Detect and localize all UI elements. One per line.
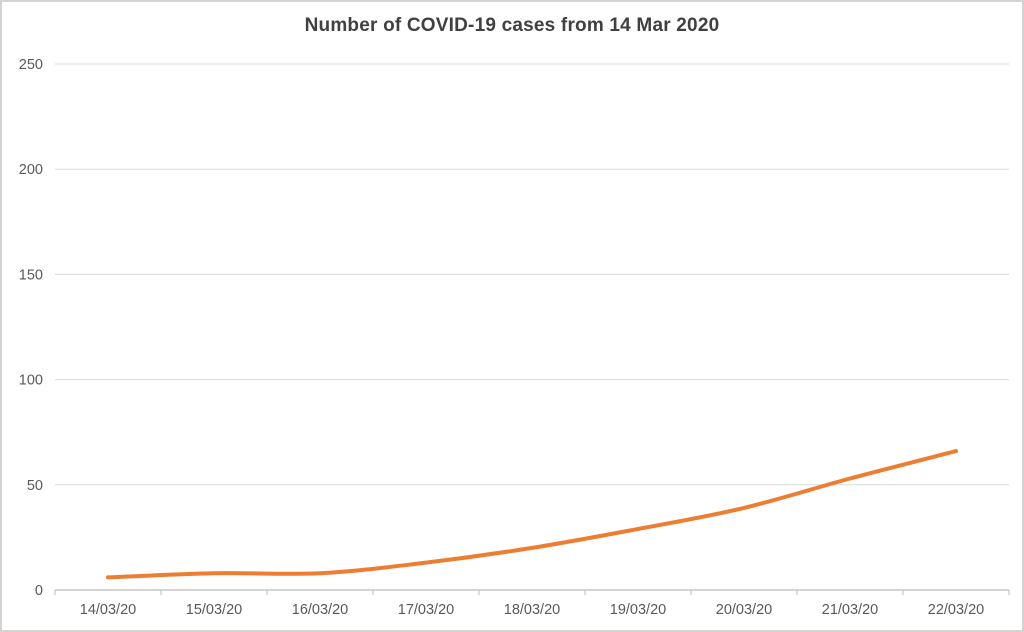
y-axis-labels: 0 50 100 150 200 250 [19,57,43,599]
y-tick-label: 150 [19,267,43,283]
x-tick-label: 16/03/20 [292,602,348,618]
y-tick-label: 250 [19,57,43,73]
y-tick-label: 50 [27,478,43,494]
x-axis-labels: 14/03/20 15/03/20 16/03/20 17/03/20 18/03/20… [80,602,984,618]
x-tick-label: 17/03/20 [398,602,454,618]
data-line-series [106,449,958,580]
x-tick-label: 21/03/20 [822,602,878,618]
y-tick-label: 200 [19,162,43,178]
x-tick-label: 18/03/20 [504,602,560,618]
y-gridlines [55,63,1009,591]
x-axis-ticks [54,590,1010,595]
chart-title: Number of COVID-19 cases from 14 Mar 202… [304,15,720,36]
x-tick-label: 19/03/20 [610,602,666,618]
x-tick-label: 22/03/20 [928,602,984,618]
y-tick-label: 0 [35,583,43,599]
x-tick-label: 14/03/20 [80,602,136,618]
x-tick-label: 15/03/20 [186,602,242,618]
x-tick-label: 20/03/20 [716,602,772,618]
y-tick-label: 100 [19,373,43,389]
